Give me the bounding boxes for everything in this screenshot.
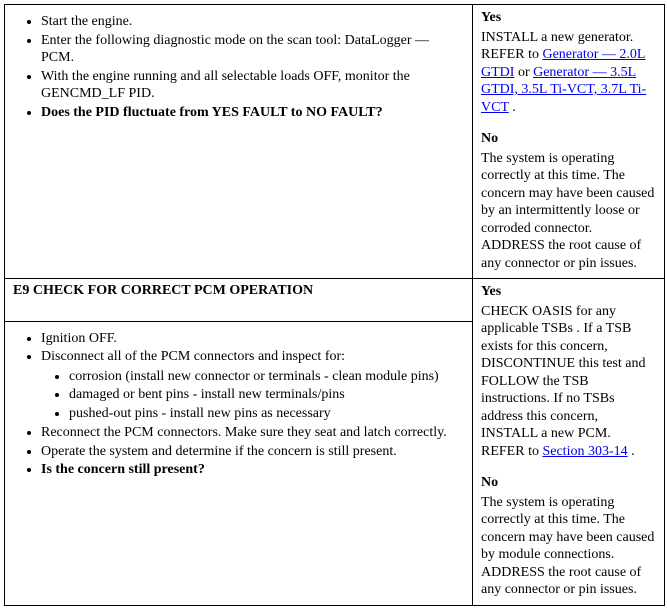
- diagnostic-table: Start the engine. Enter the following di…: [4, 4, 665, 606]
- yes-label: Yes: [481, 283, 656, 301]
- sub-item: corrosion (install new connector or term…: [69, 368, 464, 386]
- no-text: The system is operating correctly at thi…: [481, 494, 656, 599]
- yes-text: CHECK OASIS for any applicable TSBs . If…: [481, 303, 656, 461]
- row2-heading: E9 CHECK FOR CORRECT PCM OPERATION: [5, 279, 473, 322]
- step-item: Start the engine.: [41, 13, 464, 31]
- row2-steps: Ignition OFF. Disconnect all of the PCM …: [13, 330, 464, 479]
- no-label: No: [481, 474, 656, 492]
- step-item: Reconnect the PCM connectors. Make sure …: [41, 424, 464, 442]
- row2-subitems: corrosion (install new connector or term…: [41, 368, 464, 423]
- step-item: Ignition OFF.: [41, 330, 464, 348]
- step-question: Does the PID fluctuate from YES FAULT to…: [41, 104, 464, 122]
- sub-item: pushed-out pins - install new pins as ne…: [69, 405, 464, 423]
- step-question: Is the concern still present?: [41, 461, 464, 479]
- link-section-303-14[interactable]: Section 303-14: [542, 444, 627, 459]
- sub-item: damaged or bent pins - install new termi…: [69, 386, 464, 404]
- step-item: Operate the system and determine if the …: [41, 443, 464, 461]
- row2-right: Yes CHECK OASIS for any applicable TSBs …: [473, 279, 665, 606]
- yes-label: Yes: [481, 9, 656, 27]
- row1-steps: Start the engine. Enter the following di…: [13, 13, 464, 121]
- row2-left: Ignition OFF. Disconnect all of the PCM …: [5, 321, 473, 605]
- no-label: No: [481, 130, 656, 148]
- no-text: The system is operating correctly at thi…: [481, 150, 656, 273]
- step-item: Enter the following diagnostic mode on t…: [41, 32, 464, 67]
- row1-left: Start the engine. Enter the following di…: [5, 5, 473, 279]
- row1-right: Yes INSTALL a new generator. REFER to Ge…: [473, 5, 665, 279]
- yes-text: INSTALL a new generator. REFER to Genera…: [481, 29, 656, 117]
- step-item: With the engine running and all selectab…: [41, 68, 464, 103]
- step-item: Disconnect all of the PCM connectors and…: [41, 348, 464, 422]
